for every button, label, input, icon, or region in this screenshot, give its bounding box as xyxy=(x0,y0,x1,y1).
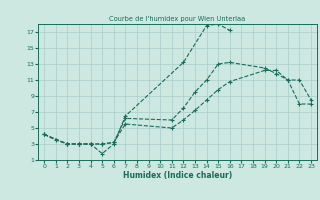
Title: Courbe de l'humidex pour Wien Unterlaa: Courbe de l'humidex pour Wien Unterlaa xyxy=(109,16,246,22)
X-axis label: Humidex (Indice chaleur): Humidex (Indice chaleur) xyxy=(123,171,232,180)
